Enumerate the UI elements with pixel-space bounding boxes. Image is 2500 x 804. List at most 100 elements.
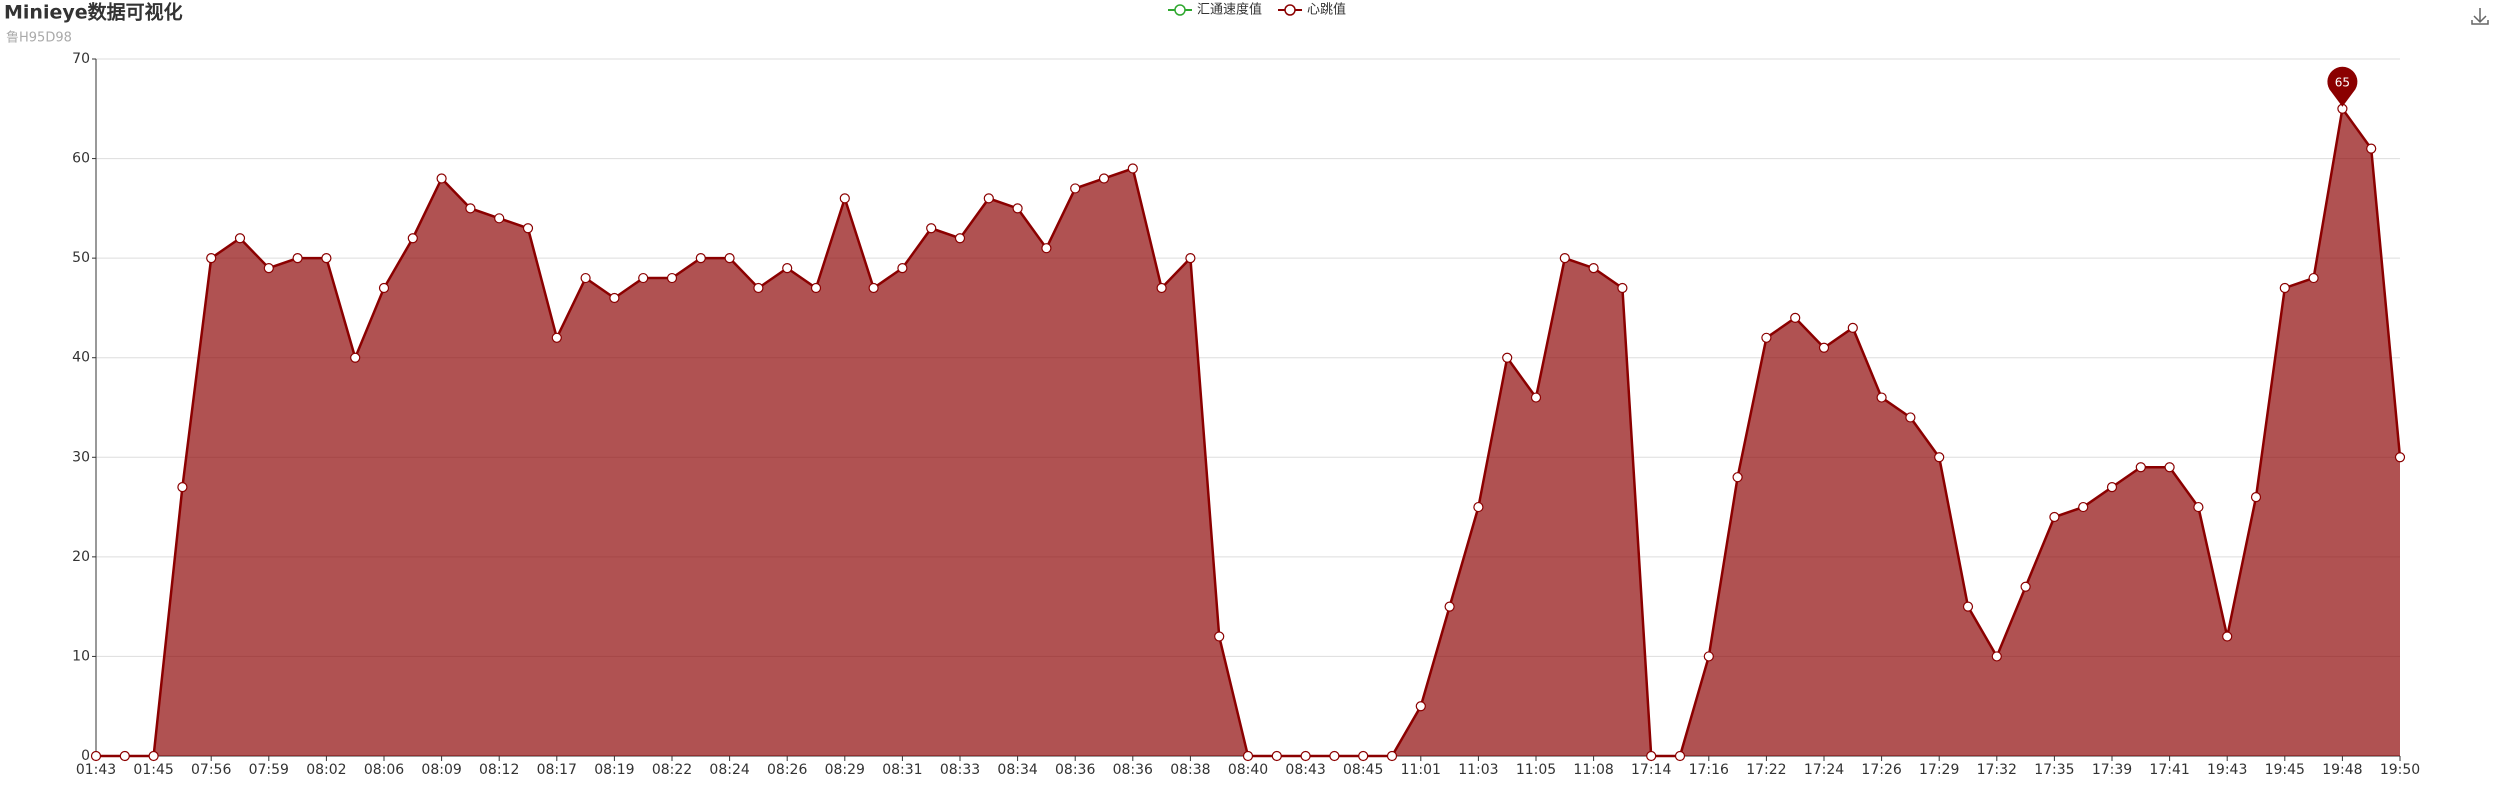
point <box>2106 482 2118 493</box>
point <box>1847 322 1858 333</box>
point <box>1674 750 1686 762</box>
y-tick-label: 70 <box>72 51 90 67</box>
point <box>2366 143 2377 154</box>
point <box>2394 452 2406 463</box>
point <box>638 272 649 284</box>
point <box>2135 462 2146 473</box>
y-tick-label: 60 <box>72 151 90 167</box>
point <box>522 223 534 234</box>
point <box>1530 392 1542 403</box>
point <box>321 253 332 264</box>
x-tick-label: 08:33 <box>940 762 980 778</box>
x-tick-label: 19:45 <box>2265 762 2305 778</box>
x-tick-label: 11:03 <box>1458 762 1498 778</box>
point <box>839 193 850 204</box>
x-tick-label: 11:01 <box>1401 762 1441 778</box>
point <box>1732 472 1743 483</box>
point <box>1070 183 1081 194</box>
x-tick-label: 08:38 <box>1170 762 1210 778</box>
point <box>1934 452 1945 463</box>
y-tick-label: 50 <box>72 250 90 266</box>
point <box>494 213 505 224</box>
point <box>1703 651 1714 662</box>
y-tick-label: 30 <box>72 449 90 465</box>
x-tick-label: 08:45 <box>1343 762 1383 778</box>
legend-label: 心跳值 <box>1307 2 1346 18</box>
chart-title: Minieye数据可视化 <box>4 1 183 24</box>
point <box>926 223 937 234</box>
y-tick-label: 40 <box>72 350 90 366</box>
x-tick-label: 17:35 <box>2034 762 2074 778</box>
point <box>1127 163 1138 174</box>
point <box>1876 392 1887 403</box>
x-tick-label: 11:08 <box>1573 762 1613 778</box>
x-tick-label: 17:26 <box>1861 762 1901 778</box>
x-tick-label: 01:45 <box>133 762 173 778</box>
point <box>954 233 966 244</box>
chart-subtitle: 鲁H95D98 <box>6 31 72 46</box>
x-tick-label: 08:19 <box>594 762 634 778</box>
point <box>465 203 476 214</box>
x-tick-label: 08:02 <box>306 762 346 778</box>
point <box>2193 501 2204 513</box>
point <box>1386 750 1398 762</box>
download-icon[interactable] <box>2471 8 2489 25</box>
point <box>1905 412 1916 423</box>
x-tick-label: 17:39 <box>2092 762 2132 778</box>
point <box>177 482 188 493</box>
point <box>1559 253 1570 264</box>
x-tick-label: 17:24 <box>1804 762 1844 778</box>
x-tick-label: 19:43 <box>2207 762 2247 778</box>
x-tick-label: 08:40 <box>1228 762 1268 778</box>
x-tick-label: 19:48 <box>2322 762 2362 778</box>
x-tick-label: 01:43 <box>76 762 116 778</box>
x-tick-label: 08:24 <box>709 762 749 778</box>
point <box>2049 511 2060 523</box>
x-tick-label: 17:32 <box>1977 762 2017 778</box>
point <box>2078 501 2089 513</box>
x-tick-label: 08:36 <box>1055 762 1095 778</box>
point <box>609 292 620 304</box>
legend-label: 汇通速度值 <box>1197 2 1262 18</box>
max-label: 65 <box>2335 75 2350 89</box>
point <box>1242 750 1254 762</box>
point <box>1588 263 1599 274</box>
point <box>897 263 908 274</box>
point <box>119 750 130 762</box>
point <box>1502 352 1513 363</box>
point <box>724 253 735 264</box>
x-tick-label: 17:22 <box>1746 762 1786 778</box>
point <box>2222 631 2233 642</box>
point <box>1991 651 2002 662</box>
point <box>1156 282 1167 294</box>
point <box>1041 243 1052 254</box>
point <box>2250 492 2262 503</box>
point <box>2308 272 2319 284</box>
point <box>2164 462 2175 473</box>
y-tick-label: 0 <box>81 748 90 764</box>
point <box>1185 253 1196 264</box>
x-tick-label: 17:29 <box>1919 762 1959 778</box>
point <box>148 750 159 762</box>
point <box>1271 750 1282 762</box>
point <box>1646 750 1657 762</box>
x-tick-label: 08:17 <box>537 762 577 778</box>
point <box>753 282 764 294</box>
x-tick-label: 08:26 <box>767 762 807 778</box>
x-tick-label: 19:50 <box>2380 762 2420 778</box>
x-tick-label: 08:06 <box>364 762 404 778</box>
point <box>1329 750 1340 762</box>
point <box>378 282 390 294</box>
y-tick-label: 20 <box>72 549 90 565</box>
point <box>580 272 591 284</box>
x-tick-label: 08:34 <box>997 762 1037 778</box>
point <box>1444 601 1455 612</box>
point <box>350 352 361 363</box>
point <box>1214 631 1225 642</box>
point <box>1012 203 1023 214</box>
x-tick-label: 07:56 <box>191 762 231 778</box>
x-tick-label: 08:43 <box>1285 762 1325 778</box>
point <box>666 272 678 284</box>
x-tick-label: 08:29 <box>825 762 865 778</box>
